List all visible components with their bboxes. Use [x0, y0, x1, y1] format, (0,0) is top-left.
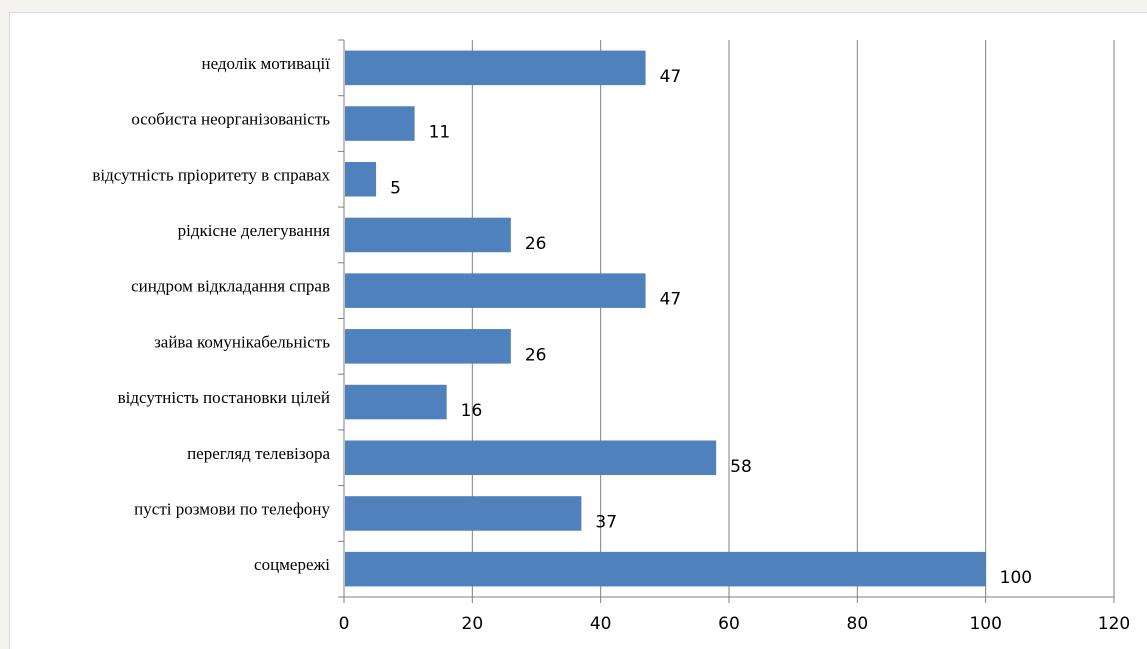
bar [345, 161, 377, 197]
category-label: пусті розмови по телефону [134, 499, 330, 518]
value-label: 47 [660, 67, 682, 87]
x-tick-label: 120 [1098, 614, 1130, 634]
category-label: синдром відкладання справ [131, 277, 330, 296]
bar [345, 273, 646, 308]
x-tick-label: 40 [590, 614, 612, 634]
value-label: 37 [595, 512, 617, 532]
axes [338, 39, 1115, 603]
chart-frame [9, 12, 1147, 649]
x-tick-label: 0 [339, 614, 350, 634]
bar [345, 50, 646, 86]
x-tick-label: 80 [847, 614, 869, 634]
value-label: 5 [390, 178, 401, 198]
bar [345, 551, 986, 587]
category-label: відсутність постановки цілей [118, 388, 330, 407]
bar [345, 384, 447, 420]
category-label: недолік мотивації [201, 54, 330, 73]
x-tick-label: 20 [462, 614, 484, 634]
x-tick-label: 100 [969, 614, 1001, 634]
value-label: 26 [525, 234, 547, 254]
bar [345, 440, 717, 476]
bar [345, 329, 511, 364]
value-label: 16 [461, 401, 483, 421]
value-label: 47 [660, 290, 682, 310]
category-label: особиста неорганізованість [131, 110, 330, 129]
category-label: соцмережі [254, 555, 330, 574]
x-tick-label: 60 [718, 614, 740, 634]
bar [345, 496, 582, 531]
value-label: 58 [730, 457, 752, 477]
bars [345, 50, 986, 587]
category-label: зайва комунікабельність [154, 332, 330, 351]
category-label: рідкісне делегування [178, 221, 331, 240]
category-label: перегляд телевізора [187, 444, 330, 463]
value-label: 11 [429, 123, 451, 143]
bar [345, 106, 415, 141]
value-label: 26 [525, 345, 547, 365]
category-label: відсутність пріоритету в справах [92, 165, 330, 184]
labels: 0 20 40 60 80 100 120 недолік мотивації 47 особис… [92, 54, 1130, 634]
bar [345, 217, 511, 253]
value-label: 100 [1000, 568, 1032, 588]
